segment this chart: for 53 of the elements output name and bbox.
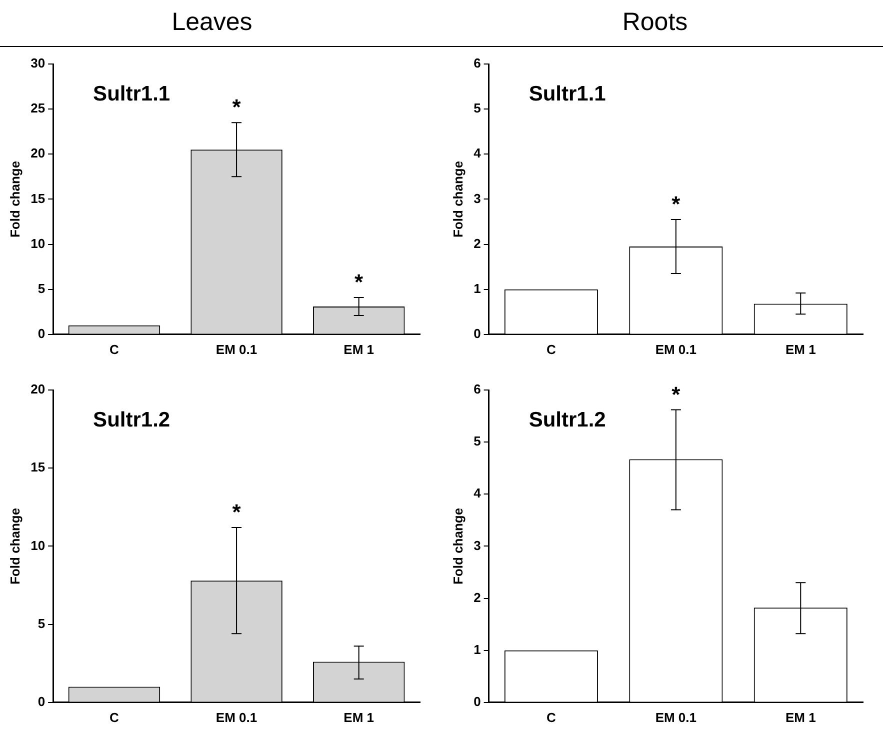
y-tick-label: 4: [474, 486, 482, 501]
y-tick-label: 10: [30, 538, 46, 553]
y-tick-label: 3: [474, 190, 481, 206]
y-tick-label: 0: [38, 694, 46, 709]
chart-title: Leaves: [172, 8, 252, 36]
y-tick-label: 15: [30, 190, 46, 206]
x-tick-label: C: [546, 342, 556, 357]
x-tick-label: EM 0.1: [655, 342, 697, 357]
x-tick-label: EM 0.1: [655, 710, 697, 725]
x-tick-label: EM 0.1: [216, 710, 258, 725]
chart-title: Roots: [622, 8, 688, 36]
y-tick-label: 6: [474, 56, 481, 71]
annotation: *: [672, 382, 681, 407]
x-tick-label: EM 1: [344, 342, 374, 357]
y-tick-label: 0: [474, 326, 481, 341]
annotation: *: [672, 192, 681, 217]
y-tick-label: 2: [474, 590, 481, 605]
y-tick-label: 1: [474, 642, 481, 657]
x-tick-label: EM 1: [785, 342, 816, 357]
y-axis-title: Fold change: [450, 508, 466, 584]
y-tick-label: 3: [474, 538, 481, 553]
y-tick-label: 15: [30, 460, 46, 475]
y-tick-label: 5: [474, 100, 481, 116]
y-tick-label: 20: [30, 382, 46, 397]
x-tick-label: C: [546, 710, 556, 725]
annotation: Sultr1.2: [528, 408, 606, 432]
annotation: *: [232, 500, 242, 525]
y-tick-label: 20: [30, 146, 46, 161]
y-tick-label: 25: [30, 100, 46, 116]
annotation: Sultr1.1: [528, 82, 606, 106]
y-tick-label: 0: [474, 694, 481, 709]
annotation: Sultr1.2: [93, 408, 170, 432]
y-axis-title: Fold change: [450, 160, 466, 238]
x-tick-label: EM 1: [344, 710, 374, 725]
y-tick-label: 5: [38, 616, 46, 631]
y-tick-label: 5: [474, 434, 481, 449]
y-tick-label: 5: [38, 280, 46, 296]
annotation: *: [232, 94, 242, 120]
y-tick-label: 4: [474, 146, 482, 161]
y-tick-label: 1: [474, 280, 481, 296]
annotation: *: [354, 270, 364, 295]
annotation: Sultr1.1: [93, 82, 170, 106]
x-tick-label: EM 1: [785, 710, 816, 725]
y-tick-label: 0: [38, 326, 46, 341]
x-tick-label: C: [110, 710, 120, 725]
y-axis-title: Fold change: [7, 508, 22, 584]
y-tick-label: 30: [30, 56, 46, 71]
y-axis-title: Fold change: [7, 160, 22, 238]
y-tick-label: 10: [30, 236, 46, 251]
x-tick-label: EM 0.1: [216, 342, 258, 357]
y-tick-label: 2: [474, 236, 481, 251]
x-tick-label: C: [110, 342, 120, 357]
y-tick-label: 6: [474, 382, 481, 397]
